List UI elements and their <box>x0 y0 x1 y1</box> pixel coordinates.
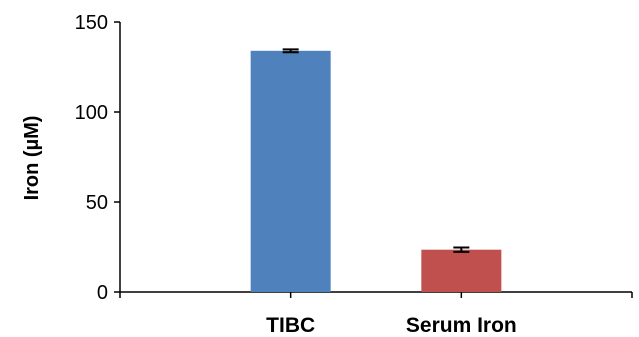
bar-tibc <box>250 50 331 292</box>
bar-serum-iron <box>421 249 502 292</box>
y-tick-label: 0 <box>97 282 108 304</box>
x-category-label: Serum Iron <box>406 314 517 337</box>
y-axis-ticks: 0 50 100 150 <box>75 12 120 304</box>
category-labels: TIBC Serum Iron <box>266 314 517 337</box>
error-bars <box>282 48 470 253</box>
x-axis-ticks <box>119 292 633 298</box>
y-axis-title: Iron (µM) <box>21 116 43 201</box>
y-tick-label: 150 <box>75 12 108 34</box>
x-category-label: TIBC <box>266 314 315 337</box>
bars <box>250 50 502 292</box>
y-tick-label: 100 <box>75 102 108 124</box>
y-tick-label: 50 <box>86 192 108 214</box>
